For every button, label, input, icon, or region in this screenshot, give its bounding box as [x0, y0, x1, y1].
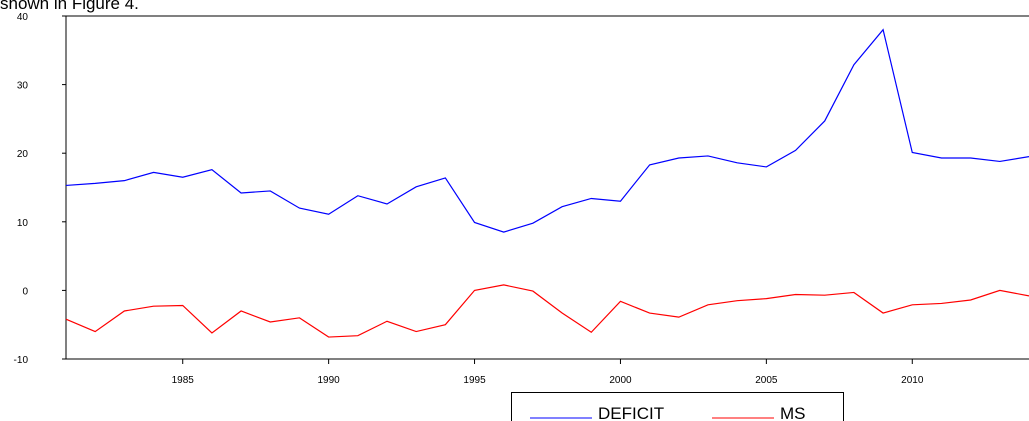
data-line: [65, 28, 1029, 233]
y-tick-label: 20: [17, 149, 29, 160]
legend-box: [511, 392, 844, 421]
legend-label: DEFICIT: [598, 404, 664, 421]
x-tick-label: 2000: [609, 375, 632, 386]
x-tick-label: 2005: [755, 375, 778, 386]
y-tick-label: 10: [17, 218, 29, 229]
y-tick-label: 40: [17, 12, 29, 23]
y-tick-label: -10: [14, 355, 29, 366]
y-tick-label: 30: [17, 81, 29, 92]
y-tick-label: 0: [22, 286, 28, 297]
data-line: [65, 284, 1029, 338]
legend-label: MS: [780, 404, 806, 421]
caption: shown in Figure 4.: [0, 0, 139, 13]
x-tick-label: 2010: [901, 375, 924, 386]
x-tick-label: 1985: [172, 375, 195, 386]
x-tick-label: 1995: [463, 375, 486, 386]
x-tick-label: 1990: [318, 375, 341, 386]
